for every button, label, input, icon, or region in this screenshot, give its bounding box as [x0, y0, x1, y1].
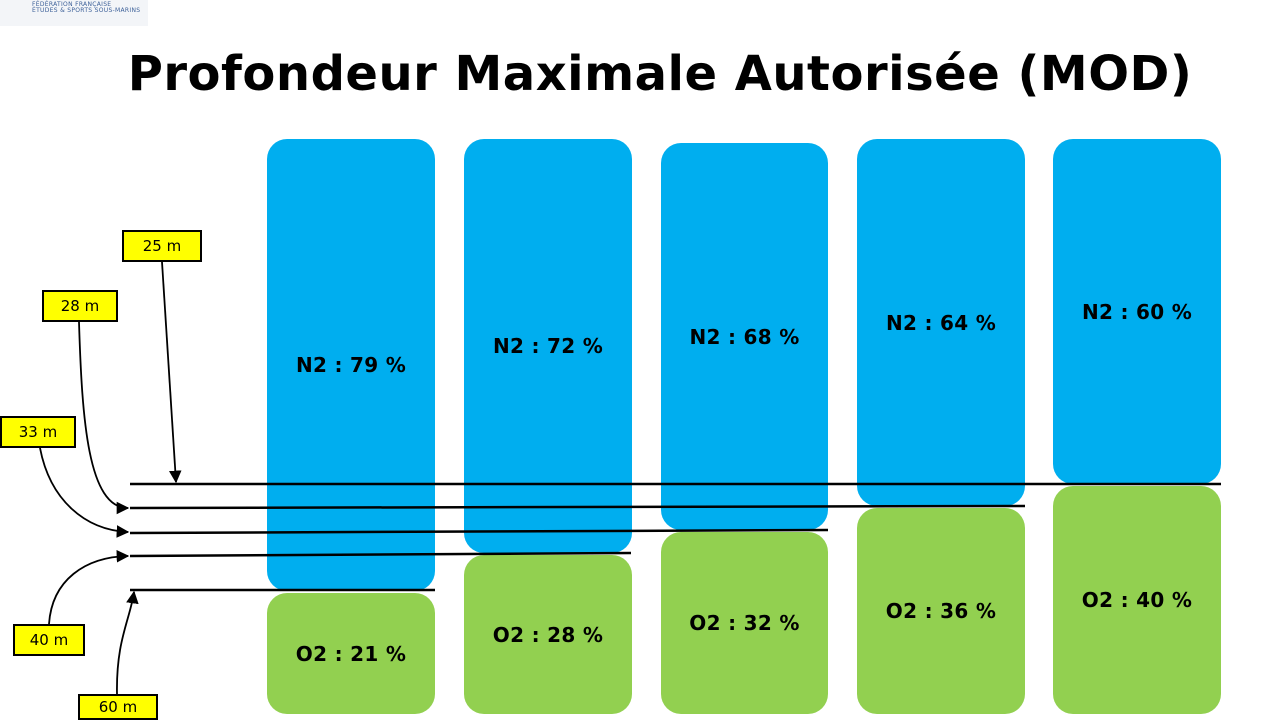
arrow-25m: [161, 261, 182, 484]
arrow-60m: [116, 590, 139, 695]
depth-label-33m: 33 m: [0, 416, 76, 448]
o2-segment-1: O2 : 21 %: [267, 593, 435, 714]
n2-segment-3: N2 : 68 %: [661, 143, 828, 530]
depth-label-25m: 25 m: [122, 230, 202, 262]
o2-segment-2: O2 : 28 %: [464, 555, 632, 714]
o2-segment-4: O2 : 36 %: [857, 508, 1025, 714]
o2-segment-3: O2 : 32 %: [661, 532, 828, 714]
page-title: Profondeur Maximale Autorisée (MOD): [127, 46, 1193, 102]
arrow-28m: [78, 321, 130, 515]
logo-line-1: FÉDÉRATION FRANÇAISE: [32, 1, 112, 8]
n2-segment-5: N2 : 60 %: [1053, 139, 1221, 484]
o2-segment-5: O2 : 40 %: [1053, 486, 1221, 714]
arrow-33m: [39, 447, 130, 538]
depth-line-33m: [129, 528, 829, 535]
ffessm-logo: FÉDÉRATION FRANÇAISE ÉTUDES & SPORTS SOU…: [0, 0, 148, 26]
depth-line-28m: [129, 504, 1026, 510]
arrow-40m: [48, 549, 130, 625]
n2-segment-4: N2 : 64 %: [857, 139, 1025, 506]
n2-segment-1: N2 : 79 %: [267, 139, 435, 591]
depth-label-60m: 60 m: [78, 694, 158, 720]
depth-line-40m: [129, 551, 632, 558]
logo-line-2: ÉTUDES & SPORTS SOUS-MARINS: [32, 7, 141, 14]
depth-label-28m: 28 m: [42, 290, 118, 322]
depth-label-40m: 40 m: [13, 624, 85, 656]
